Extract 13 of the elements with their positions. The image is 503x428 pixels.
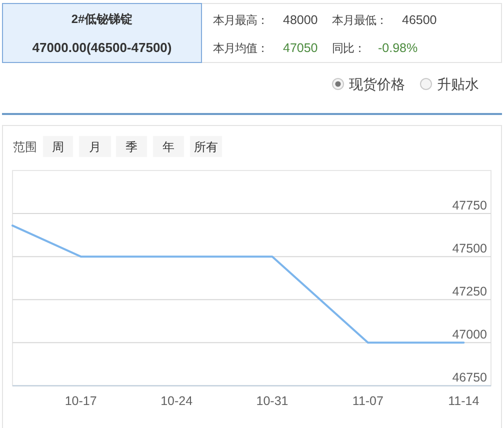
xtick: 11-14 <box>448 394 480 408</box>
xtick: 10-24 <box>160 394 193 408</box>
ytick: 46750 <box>452 370 487 385</box>
xtick: 10-31 <box>256 394 288 408</box>
ytick: 47750 <box>452 198 487 213</box>
subtitle: 47000.00(46500-47500) <box>32 40 172 55</box>
range-label: 范围 <box>13 140 37 154</box>
xtick: 11-07 <box>352 394 384 408</box>
ytick: 47500 <box>452 242 487 256</box>
xtick: 10-17 <box>64 394 97 408</box>
title: 2#低铋锑锭 <box>71 12 133 26</box>
ytick: 47250 <box>452 284 487 299</box>
ytick: 47000 <box>452 328 487 342</box>
